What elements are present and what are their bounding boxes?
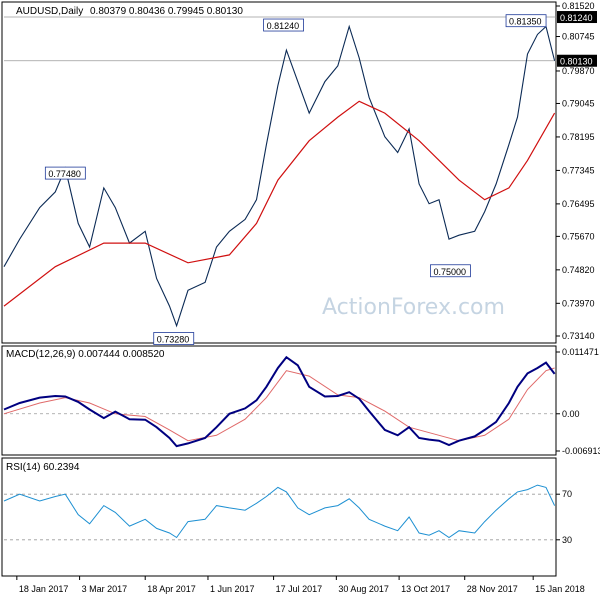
x-tick-label: 1 Jun 2017	[210, 584, 255, 594]
price-tick-label: 0.73970	[562, 298, 595, 308]
current-price-badge	[557, 54, 597, 67]
price-tick-label: 0.78195	[562, 132, 595, 142]
price-tick-label: 0.79870	[562, 66, 595, 76]
rsi-panel-frame	[1, 457, 557, 577]
price-annotation-box	[263, 18, 304, 32]
price-tick-label: 0.79045	[562, 98, 595, 108]
x-tick-label: 28 Nov 2017	[467, 584, 518, 594]
rsi-axis: 70 30	[4, 489, 572, 545]
moving-average-line	[3, 100, 556, 307]
rsi-tick-label: 70	[562, 489, 572, 499]
macd-panel-frame	[1, 345, 557, 456]
macd-tick-label: 0.011471	[562, 347, 599, 357]
macd-signal-line	[3, 367, 555, 442]
price-panel: 0.81520 0.80745 0.79870 0.79045 0.78195 0.773…	[1, 1, 597, 345]
price-chart-title: AUDUSD,Daily	[16, 6, 83, 17]
price-annotation-box	[153, 332, 195, 345]
price-tick-label: 0.73140	[562, 331, 595, 341]
current-price-badge-label: 0.80130	[560, 57, 593, 67]
rsi-tick-label: 30	[562, 535, 572, 545]
price-annotation-box	[44, 166, 86, 180]
x-tick-label: 3 Mar 2017	[82, 584, 128, 594]
level-price-badge	[557, 11, 597, 24]
price-series-line	[3, 24, 556, 328]
price-tick-label: 0.77345	[562, 165, 595, 175]
price-axis: 0.81520 0.80745 0.79870 0.79045 0.78195 0.773…	[556, 1, 595, 341]
price-annotation-label: 0.81240	[267, 21, 300, 31]
x-axis: 18 Jan 2017 3 Mar 2017 18 Apr 2017 1 Jun 20…	[16, 576, 585, 594]
rsi-panel: 70 30 RSI(14) 60.2394	[1, 457, 572, 577]
price-annotation-label: 0.73280	[157, 334, 190, 344]
price-panel-frame	[1, 1, 557, 344]
price-annotation-label: 0.81350	[509, 17, 542, 27]
price-annotation-label: 0.75000	[433, 267, 466, 277]
x-tick-label: 17 Jul 2017	[276, 584, 323, 594]
price-annotations: 0.81240 0.81350 0.77480 0.75000 0.73280	[44, 14, 547, 345]
x-tick-label: 13 Oct 2017	[401, 584, 450, 594]
rsi-title: RSI(14) 60.2394	[6, 462, 80, 473]
price-annotation-box	[430, 264, 471, 278]
x-tick-label: 18 Jan 2017	[19, 584, 69, 594]
macd-title: MACD(12,26,9) 0.007444 0.008520	[6, 349, 165, 360]
price-tick-label: 0.76495	[562, 199, 595, 209]
price-annotation-box	[505, 14, 547, 28]
price-annotation-label: 0.77480	[48, 169, 81, 179]
macd-line	[3, 355, 556, 448]
x-tick-label: 18 Apr 2017	[147, 584, 196, 594]
macd-tick-label: -0.006913	[562, 446, 600, 456]
price-tick-label: 0.81520	[562, 1, 595, 11]
level-price-badge-label: 0.81240	[560, 13, 593, 23]
x-tick-label: 15 Jan 2018	[535, 584, 585, 594]
price-tick-label: 0.74820	[562, 265, 595, 275]
price-axis-badges: 0.81240 0.80130	[557, 11, 597, 67]
price-tick-label: 0.80745	[562, 32, 595, 42]
price-chart-header-values: 0.80379 0.80436 0.79945 0.80130	[90, 6, 243, 17]
macd-panel: 0.011471 0.00 -0.006913 MACD(12,26,9) 0.00…	[1, 345, 600, 456]
macd-tick-label: 0.00	[562, 409, 580, 419]
price-level-lines	[4, 16, 556, 62]
rsi-line	[3, 484, 556, 539]
watermark: ActionForex.com	[322, 295, 505, 320]
x-tick-label: 30 Aug 2017	[338, 584, 389, 594]
price-tick-label: 0.75670	[562, 231, 595, 241]
